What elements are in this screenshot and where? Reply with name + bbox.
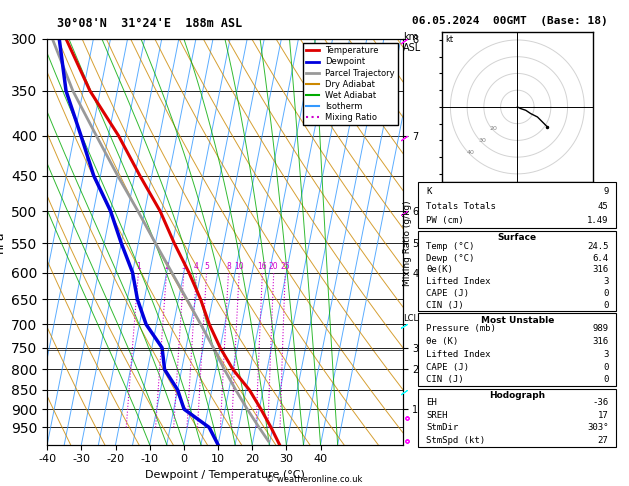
Text: 45: 45	[598, 202, 608, 210]
Text: CAPE (J): CAPE (J)	[426, 289, 469, 298]
FancyBboxPatch shape	[418, 313, 616, 386]
Text: 3: 3	[181, 262, 186, 271]
Text: θe(K): θe(K)	[426, 265, 453, 275]
Text: 303°: 303°	[587, 423, 608, 433]
Text: Lifted Index: Lifted Index	[426, 277, 491, 286]
Text: 40: 40	[467, 150, 474, 155]
Text: EH: EH	[426, 398, 437, 407]
Text: SREH: SREH	[426, 411, 448, 419]
Text: 3: 3	[603, 277, 608, 286]
FancyBboxPatch shape	[418, 182, 616, 228]
Text: 9: 9	[603, 187, 608, 195]
Text: 316: 316	[593, 265, 608, 275]
Text: Surface: Surface	[498, 233, 537, 242]
Y-axis label: hPa: hPa	[0, 230, 6, 253]
Text: LCL: LCL	[403, 314, 418, 323]
Text: © weatheronline.co.uk: © weatheronline.co.uk	[266, 474, 363, 484]
Text: Most Unstable: Most Unstable	[481, 316, 554, 325]
Text: Dewp (°C): Dewp (°C)	[426, 254, 475, 262]
Text: 6.4: 6.4	[593, 254, 608, 262]
Text: CIN (J): CIN (J)	[426, 301, 464, 310]
Text: StmSpd (kt): StmSpd (kt)	[426, 436, 486, 445]
X-axis label: Dewpoint / Temperature (°C): Dewpoint / Temperature (°C)	[145, 470, 305, 480]
Text: 316: 316	[593, 337, 608, 346]
Text: PW (cm): PW (cm)	[426, 216, 464, 226]
Text: 16: 16	[258, 262, 267, 271]
FancyBboxPatch shape	[418, 231, 616, 311]
Text: CAPE (J): CAPE (J)	[426, 363, 469, 372]
Text: 25: 25	[281, 262, 290, 271]
Text: 24.5: 24.5	[587, 242, 608, 251]
Text: 989: 989	[593, 324, 608, 333]
Text: kt: kt	[445, 35, 454, 44]
Text: -36: -36	[593, 398, 608, 407]
Text: StmDir: StmDir	[426, 423, 459, 433]
Text: CIN (J): CIN (J)	[426, 376, 464, 384]
Text: 17: 17	[598, 411, 608, 419]
Text: 2: 2	[164, 262, 169, 271]
Text: 0: 0	[603, 376, 608, 384]
Text: Lifted Index: Lifted Index	[426, 350, 491, 359]
Text: 0: 0	[603, 289, 608, 298]
Text: 4: 4	[194, 262, 199, 271]
Text: 30: 30	[478, 138, 486, 143]
Legend: Temperature, Dewpoint, Parcel Trajectory, Dry Adiabat, Wet Adiabat, Isotherm, Mi: Temperature, Dewpoint, Parcel Trajectory…	[303, 43, 398, 125]
Text: Totals Totals: Totals Totals	[426, 202, 496, 210]
Text: km
ASL: km ASL	[403, 32, 421, 53]
Text: 5: 5	[204, 262, 209, 271]
Text: 06.05.2024  00GMT  (Base: 18): 06.05.2024 00GMT (Base: 18)	[412, 16, 608, 26]
FancyBboxPatch shape	[418, 389, 616, 447]
Text: Pressure (mb): Pressure (mb)	[426, 324, 496, 333]
Text: 1: 1	[136, 262, 141, 271]
Text: 3: 3	[603, 350, 608, 359]
Text: Mixing Ratio (g/kg): Mixing Ratio (g/kg)	[403, 200, 412, 286]
Text: 1.49: 1.49	[587, 216, 608, 226]
Text: 30°08'N  31°24'E  188m ASL: 30°08'N 31°24'E 188m ASL	[57, 17, 242, 30]
Text: 8: 8	[226, 262, 231, 271]
Text: K: K	[426, 187, 431, 195]
Text: Temp (°C): Temp (°C)	[426, 242, 475, 251]
Text: 20: 20	[490, 126, 498, 131]
Text: θe (K): θe (K)	[426, 337, 459, 346]
Text: 27: 27	[598, 436, 608, 445]
Text: 10: 10	[235, 262, 244, 271]
Text: 0: 0	[603, 301, 608, 310]
Text: 20: 20	[269, 262, 279, 271]
Text: 0: 0	[603, 363, 608, 372]
Text: Hodograph: Hodograph	[489, 391, 545, 399]
